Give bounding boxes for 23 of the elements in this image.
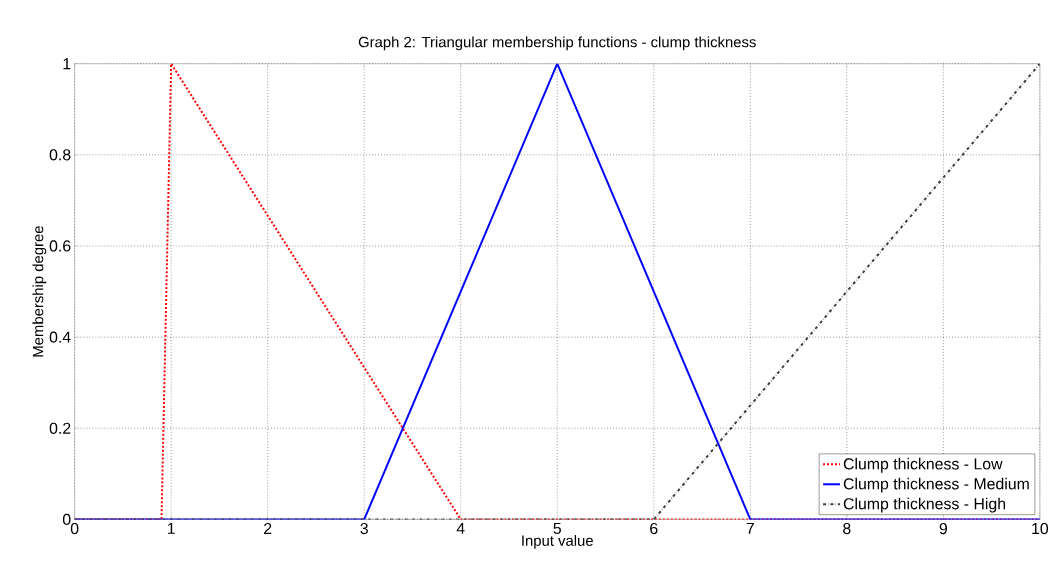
x-tick-label: 0 — [70, 522, 79, 535]
x-axis-title: Input value — [522, 534, 593, 549]
y-tick-label: 1 — [63, 58, 71, 70]
x-tick-label: 1 — [167, 522, 175, 534]
y-tick-label: 0.8 — [49, 149, 71, 161]
x-tick-label: 8 — [843, 522, 851, 535]
y-tick-label: 0.6 — [49, 240, 71, 252]
x-tick-label: 6 — [650, 522, 658, 535]
y-tick-label: 0.2 — [49, 422, 71, 434]
x-tick-label: 4 — [456, 522, 465, 534]
x-tick-label: 9 — [939, 522, 948, 535]
y-tick-label: 0 — [62, 513, 71, 525]
legend-label: Clump thickness - Low — [843, 457, 1003, 473]
y-axis-title: Membership degree — [32, 226, 47, 357]
x-tick-label: 5 — [553, 522, 561, 534]
legend-label: Clump thickness - Medium — [843, 477, 1029, 493]
x-tick-label: 3 — [360, 522, 368, 535]
x-tick-label: 7 — [746, 522, 754, 534]
x-tick-label: 10 — [1032, 522, 1049, 535]
chart-title: Graph 2: Triangular membership functions - clump thickness — [358, 36, 756, 51]
y-tick-label: 0.4 — [49, 331, 71, 343]
x-tick-label: 2 — [264, 522, 272, 534]
legend-label: Clump thickness - High — [843, 497, 1006, 513]
